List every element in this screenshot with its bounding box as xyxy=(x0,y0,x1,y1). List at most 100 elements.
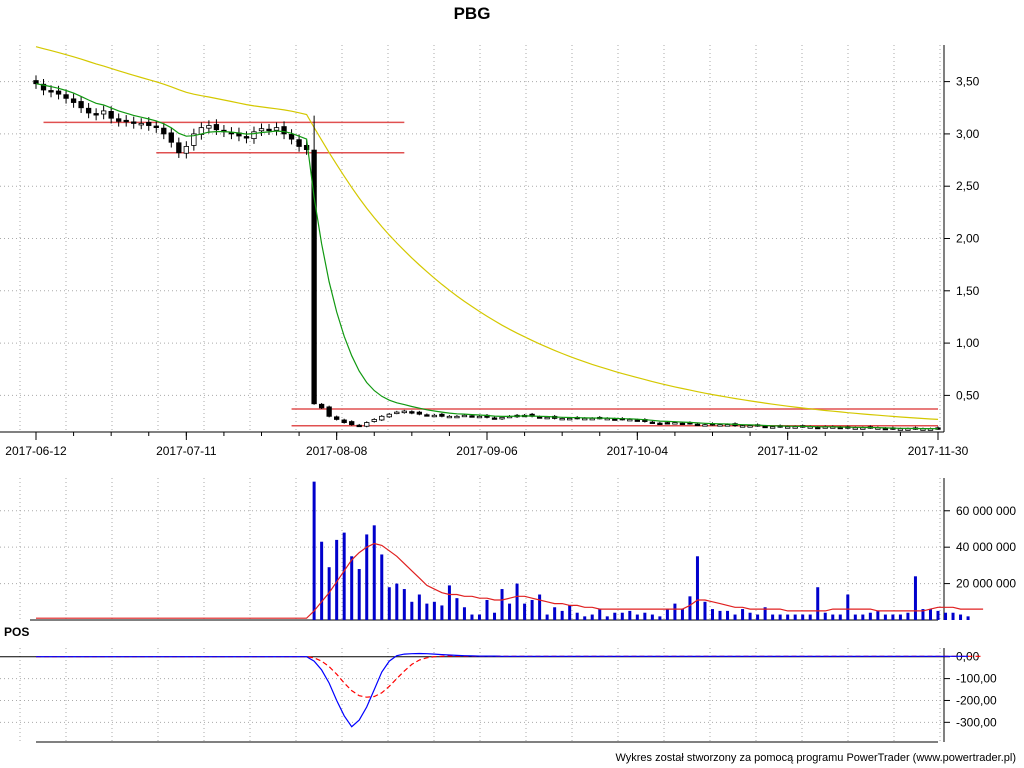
volume-bar xyxy=(853,614,857,620)
candle-body xyxy=(251,131,257,140)
candle-body xyxy=(499,416,505,420)
volume-bar xyxy=(357,569,361,620)
candle-body xyxy=(567,418,573,421)
volume-bar xyxy=(350,556,354,620)
candle-body xyxy=(176,142,182,154)
pos-y-tick-label: -100,00 xyxy=(956,672,997,686)
volume-bar xyxy=(898,614,902,620)
volume-bar xyxy=(808,614,812,620)
volume-y-tick-label: 60 000 000 xyxy=(956,504,1016,518)
volume-bar xyxy=(695,556,699,620)
volume-bar xyxy=(718,610,722,620)
volume-bar xyxy=(455,598,459,620)
candle-body xyxy=(401,410,407,414)
volume-bar xyxy=(402,589,406,620)
candle-body xyxy=(63,94,69,99)
price-x-tick-label: 2017-11-30 xyxy=(908,444,969,458)
candle-body xyxy=(409,411,415,414)
price-y-tick-label: 3,00 xyxy=(956,127,980,141)
volume-bar xyxy=(613,612,617,620)
volume-bar xyxy=(560,610,564,620)
volume-bar xyxy=(906,612,910,620)
volume-bar xyxy=(380,554,384,620)
candle-body xyxy=(852,427,858,430)
candle-body xyxy=(161,127,167,135)
volume-bar xyxy=(831,614,835,620)
fast-moving-average-line xyxy=(35,83,939,430)
price-x-tick-label: 2017-06-12 xyxy=(5,444,67,458)
candle-body xyxy=(311,149,317,405)
candle-body xyxy=(544,416,550,420)
volume-bar xyxy=(327,567,331,620)
volume-bar xyxy=(575,612,579,620)
volume-bar xyxy=(635,614,639,620)
candle-body xyxy=(702,424,708,427)
price-x-tick-label: 2017-08-08 xyxy=(306,444,368,458)
candle-body xyxy=(627,419,633,422)
price-x-tick-label: 2017-07-11 xyxy=(156,444,217,458)
volume-bar xyxy=(493,612,497,620)
volume-bar xyxy=(936,610,940,620)
volume-bar xyxy=(312,481,316,620)
volume-bar xyxy=(756,614,760,620)
volume-bar xyxy=(793,614,797,620)
candle-body xyxy=(860,427,866,430)
candle-body xyxy=(905,428,911,431)
volume-bar xyxy=(959,614,963,620)
candle-body xyxy=(897,428,904,431)
candle-body xyxy=(70,98,77,103)
volume-bar xyxy=(944,612,948,620)
volume-bar xyxy=(876,610,880,620)
candle-body xyxy=(815,426,821,430)
candle-body xyxy=(85,107,92,114)
candle-body xyxy=(78,101,84,109)
candle-body xyxy=(589,418,595,421)
volume-bar xyxy=(410,601,414,620)
volume-bar xyxy=(763,607,767,620)
volume-bar xyxy=(342,532,346,620)
volume-bar xyxy=(387,587,391,620)
volume-bar xyxy=(643,612,647,620)
candle-body xyxy=(792,426,798,429)
chart-title: PBG xyxy=(454,4,491,23)
volume-bar xyxy=(583,616,587,620)
pos-signal-line xyxy=(36,655,984,698)
volume-bar xyxy=(733,614,737,620)
candle-body xyxy=(394,411,400,415)
pos-panel-label: POS xyxy=(4,625,29,639)
volume-bar xyxy=(432,601,436,620)
volume-bar xyxy=(816,587,820,620)
volume-bar xyxy=(508,603,512,620)
volume-bar xyxy=(605,616,609,620)
volume-bar xyxy=(372,525,376,620)
candle-body xyxy=(40,83,47,91)
volume-bar xyxy=(838,614,842,620)
volume-bar xyxy=(891,614,895,620)
candle-body xyxy=(461,414,468,418)
volume-bar xyxy=(598,609,602,620)
candle-body xyxy=(243,136,250,139)
volume-bar xyxy=(447,585,451,620)
volume-bar xyxy=(786,614,790,620)
candle-body xyxy=(762,425,768,429)
volume-bar xyxy=(846,594,850,620)
candle-body xyxy=(446,415,453,419)
candle-body xyxy=(48,90,54,93)
volume-average-line xyxy=(36,542,984,619)
candle-body xyxy=(258,128,265,132)
volume-panel: 20 000 000 40 000 000 60 000 000 xyxy=(0,478,1016,621)
volume-bar xyxy=(861,614,865,620)
candle-body xyxy=(582,418,588,421)
pos-y-tick-label: -200,00 xyxy=(956,693,997,707)
volume-bar xyxy=(801,614,805,620)
candle-body xyxy=(747,425,753,428)
candle-body xyxy=(213,124,220,131)
candle-body xyxy=(439,413,445,417)
candle-body xyxy=(882,427,889,431)
volume-bar xyxy=(620,612,624,620)
volume-bar xyxy=(658,616,662,620)
volume-bar xyxy=(553,607,557,620)
price-x-tick-label: 2017-09-06 xyxy=(456,444,518,458)
volume-bar xyxy=(883,614,887,620)
